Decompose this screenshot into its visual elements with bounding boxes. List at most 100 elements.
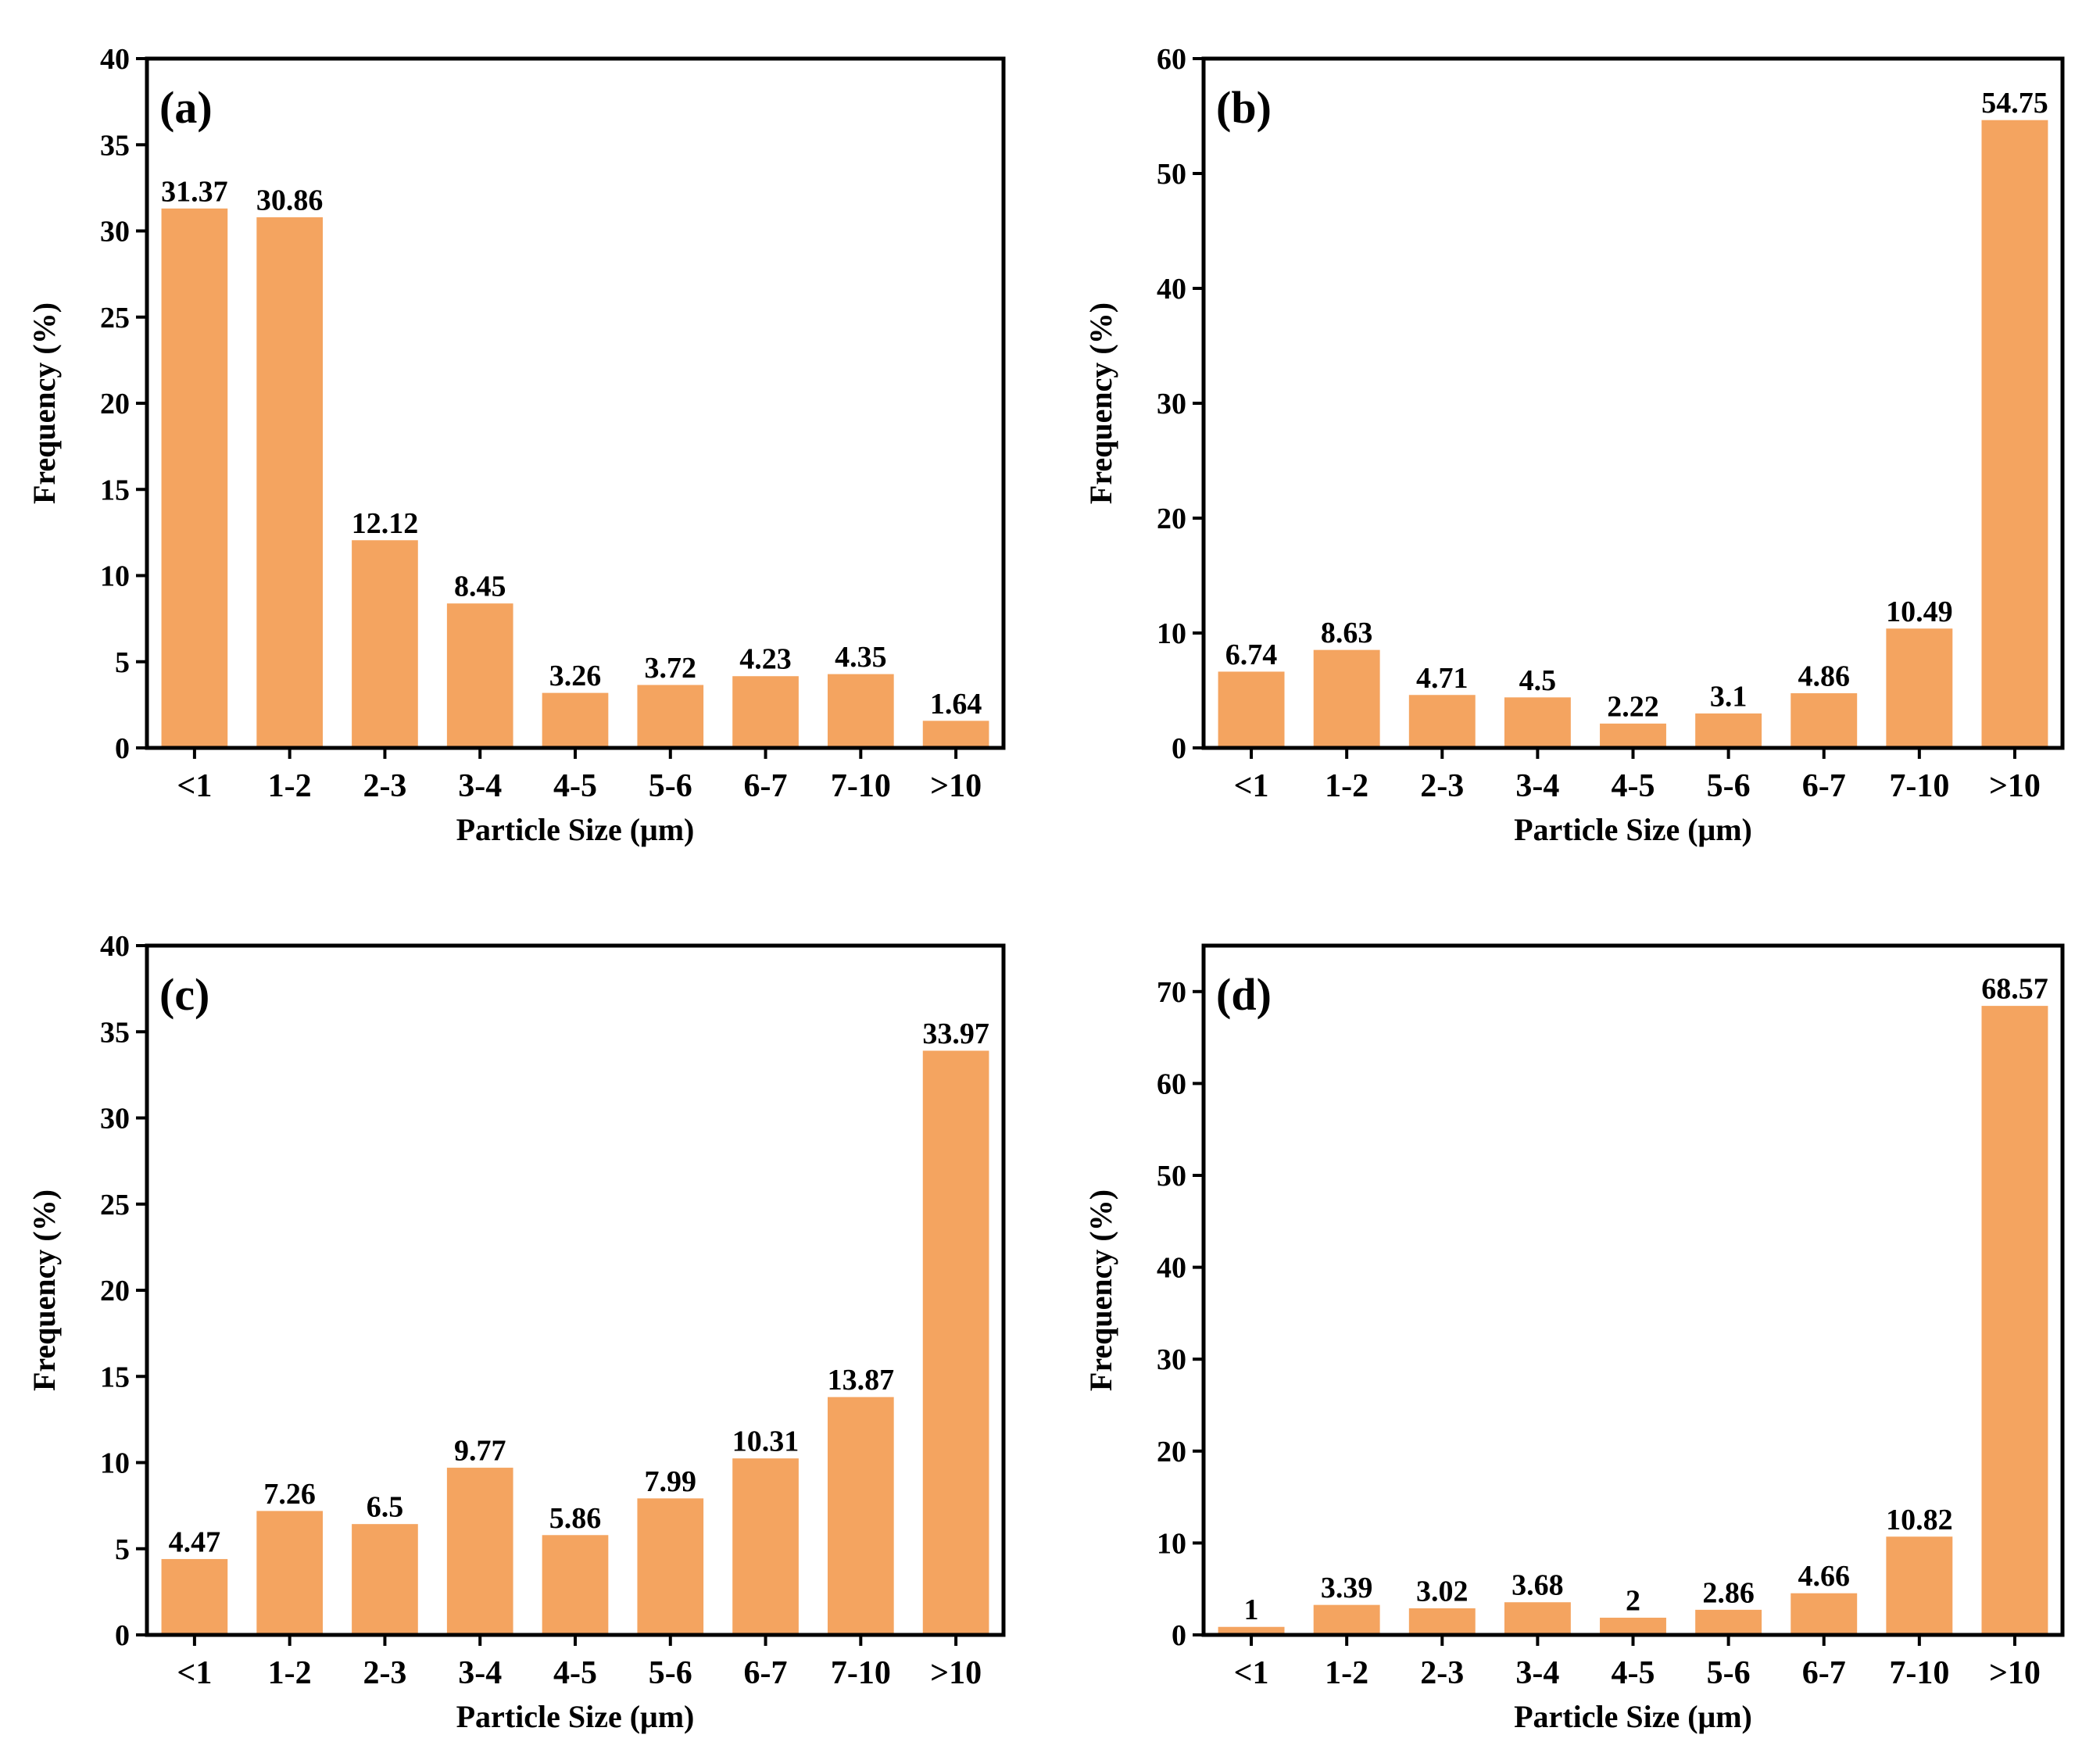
x-tick-label: 6-7 <box>744 768 788 804</box>
bar <box>349 1522 420 1636</box>
y-tick-label: 5 <box>115 646 130 679</box>
bar <box>1311 647 1383 749</box>
bar-value-label: 4.71 <box>1416 662 1469 695</box>
x-tick-label: 4-5 <box>1612 768 1655 804</box>
bar-value-label: 4.66 <box>1798 1560 1850 1593</box>
bar-value-label: 2 <box>1626 1584 1640 1617</box>
x-tick-label: 5-6 <box>649 768 692 804</box>
y-tick-label: 60 <box>1157 43 1186 76</box>
x-tick-label: 1-2 <box>268 1655 312 1691</box>
y-tick-label: 40 <box>100 930 130 963</box>
bar <box>635 682 707 749</box>
x-tick-label: 2-3 <box>363 768 406 804</box>
bar-value-label: 4.47 <box>169 1525 221 1558</box>
x-tick-label: >10 <box>1989 768 2041 804</box>
bar <box>1884 626 1955 749</box>
y-tick-label: 50 <box>1157 1160 1186 1193</box>
bar <box>920 1048 992 1636</box>
x-tick-label: >10 <box>930 768 982 804</box>
bar <box>1215 669 1287 749</box>
x-axis-title: Particle Size (μm) <box>1514 1699 1752 1734</box>
bar-value-label: 4.5 <box>1519 664 1557 697</box>
bar-value-label: 1.64 <box>930 688 982 721</box>
x-tick-label: 3-4 <box>458 768 502 804</box>
bar <box>444 1465 516 1636</box>
bar <box>539 690 611 749</box>
bar <box>444 601 516 749</box>
bar <box>159 206 231 749</box>
y-tick-label: 35 <box>100 1016 130 1049</box>
x-tick-label: 7-10 <box>831 1655 891 1691</box>
x-tick-label: >10 <box>1989 1655 2041 1691</box>
bar-value-label: 30.86 <box>256 184 324 217</box>
bar-value-label: 12.12 <box>352 507 419 540</box>
y-tick-label: 0 <box>115 1619 130 1652</box>
bar-value-label: 1 <box>1244 1593 1259 1626</box>
bar <box>1788 1590 1860 1636</box>
y-tick-label: 10 <box>1157 1527 1186 1560</box>
bar-value-label: 2.22 <box>1607 690 1659 723</box>
x-tick-label: 7-10 <box>1889 1655 1949 1691</box>
bar <box>825 671 896 749</box>
plot-frame <box>1201 56 2065 750</box>
panel-label: (d) <box>1216 969 1272 1020</box>
bar-value-label: 4.23 <box>739 643 792 676</box>
y-tick-label: 0 <box>1172 732 1186 765</box>
y-tick-label: 0 <box>115 732 130 765</box>
panel-label: (a) <box>159 82 213 133</box>
y-tick-label: 15 <box>100 474 130 506</box>
bar <box>1501 695 1573 749</box>
y-tick-label: 50 <box>1157 158 1186 191</box>
bar-value-label: 7.99 <box>645 1465 697 1498</box>
bar <box>1693 710 1765 749</box>
bar-value-label: 8.63 <box>1321 617 1373 649</box>
y-tick-label: 40 <box>100 43 130 76</box>
x-tick-label: 5-6 <box>649 1655 692 1691</box>
y-tick-label: 10 <box>100 1447 130 1480</box>
plot-frame <box>145 56 1006 750</box>
bar <box>1406 692 1478 749</box>
x-tick-label: 7-10 <box>1889 768 1949 804</box>
chart-panel-3: 1 3.39 3.02 3.68 2 2.86 4.66 10.82 68.57 0 10 20 30 4… <box>1083 943 2065 1734</box>
bar <box>1979 1003 2051 1636</box>
x-tick-label: 3-4 <box>458 1655 502 1691</box>
plot-frame <box>1201 943 2065 1637</box>
bar <box>730 1456 801 1636</box>
x-tick-label: 4-5 <box>553 1655 597 1691</box>
y-axis-title: Frequency (%) <box>1083 302 1118 504</box>
x-axis-title: Particle Size (μm) <box>456 812 695 847</box>
y-tick-label: 20 <box>100 1275 130 1307</box>
bar-value-label: 3.72 <box>645 652 697 685</box>
x-tick-label: 1-2 <box>1325 1655 1368 1691</box>
chart-panel-2: 4.47 7.26 6.5 9.77 5.86 7.99 10.31 13.87 33.97 0 5… <box>27 930 1006 1734</box>
bar <box>159 1556 231 1636</box>
x-tick-label: 2-3 <box>1420 768 1464 804</box>
bar-value-label: 10.82 <box>1886 1504 1953 1536</box>
bar-value-label: 7.26 <box>263 1478 316 1511</box>
y-tick-label: 30 <box>1157 1343 1186 1376</box>
y-tick-label: 70 <box>1157 976 1186 1009</box>
bar <box>1406 1605 1478 1636</box>
x-tick-label: <1 <box>177 768 212 804</box>
plot-frame <box>145 943 1006 1637</box>
bar <box>635 1496 707 1636</box>
y-tick-label: 25 <box>100 1189 130 1221</box>
y-tick-label: 0 <box>1172 1619 1186 1652</box>
y-axis-title: Frequency (%) <box>1083 1189 1118 1391</box>
bar <box>920 718 992 749</box>
bar-value-label: 10.31 <box>732 1425 800 1458</box>
x-tick-label: 3-4 <box>1515 1655 1559 1691</box>
y-tick-label: 25 <box>100 302 130 334</box>
y-tick-label: 20 <box>100 388 130 420</box>
y-tick-label: 20 <box>1157 1436 1186 1468</box>
bar <box>1501 1600 1573 1636</box>
x-tick-label: 2-3 <box>1420 1655 1464 1691</box>
chart-panel-0: 31.37 30.86 12.12 8.45 3.26 3.72 4.23 4.35 1.64 0… <box>27 43 1006 847</box>
x-tick-label: 5-6 <box>1707 768 1751 804</box>
bar-value-label: 10.49 <box>1886 596 1953 628</box>
bar-value-label: 54.75 <box>1981 87 2048 120</box>
bar-value-label: 6.74 <box>1225 638 1278 671</box>
bar-value-label: 4.86 <box>1798 660 1850 693</box>
x-tick-label: 4-5 <box>1612 1655 1655 1691</box>
bar-value-label: 6.5 <box>367 1491 404 1524</box>
